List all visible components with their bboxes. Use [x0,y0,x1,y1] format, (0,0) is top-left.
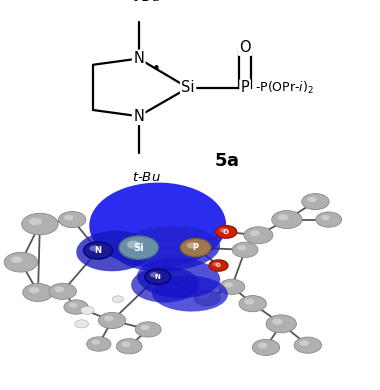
Text: Si: Si [133,243,144,253]
Text: -P(OPr-$i$)$_2$: -P(OPr-$i$)$_2$ [255,80,314,96]
Circle shape [213,262,219,266]
Text: Si: Si [181,80,195,95]
Circle shape [316,212,342,227]
Circle shape [29,218,42,225]
Circle shape [23,284,53,301]
Circle shape [4,252,38,272]
Circle shape [87,337,111,351]
Circle shape [92,340,100,345]
Ellipse shape [131,267,200,303]
Circle shape [238,245,246,251]
Circle shape [294,337,321,353]
Text: P: P [193,243,199,252]
Circle shape [49,283,76,300]
Circle shape [219,279,245,294]
Circle shape [89,245,100,252]
Text: $t$-Bu: $t$-Bu [132,171,161,184]
Circle shape [272,319,283,325]
Circle shape [252,339,280,355]
Circle shape [127,241,141,249]
Circle shape [64,300,88,314]
Circle shape [84,242,112,259]
Text: O: O [223,229,229,235]
Circle shape [29,287,40,293]
Circle shape [119,236,158,259]
Circle shape [104,316,114,321]
Text: •: • [151,62,160,77]
Ellipse shape [137,257,220,298]
Circle shape [266,315,296,333]
Text: O: O [239,39,251,55]
Circle shape [59,211,86,228]
Circle shape [209,260,228,271]
Text: $\mathbf{5a}$: $\mathbf{5a}$ [214,152,239,170]
Text: N: N [133,51,144,66]
Circle shape [299,340,309,346]
Circle shape [258,342,268,348]
Circle shape [69,303,77,308]
Circle shape [302,193,329,210]
Text: P: P [241,80,250,95]
Circle shape [122,342,130,347]
Circle shape [272,211,302,229]
Circle shape [75,320,89,328]
Circle shape [54,287,64,292]
Circle shape [145,269,171,284]
Ellipse shape [152,276,228,312]
Circle shape [278,214,288,220]
Circle shape [22,213,58,235]
Circle shape [187,242,197,248]
Circle shape [135,322,161,337]
Circle shape [244,299,254,305]
Circle shape [200,294,208,299]
Ellipse shape [114,226,220,271]
Circle shape [194,291,220,306]
Circle shape [321,215,330,220]
Circle shape [98,312,126,328]
Circle shape [11,256,22,263]
Circle shape [250,230,260,236]
Circle shape [150,272,159,278]
Circle shape [112,296,124,303]
Circle shape [307,197,317,202]
Circle shape [239,296,266,312]
Circle shape [180,239,211,257]
Circle shape [215,226,237,238]
Circle shape [64,215,74,220]
Text: N: N [95,246,101,255]
Ellipse shape [76,230,152,271]
Circle shape [141,325,149,330]
Text: O: O [216,263,221,268]
Circle shape [244,227,273,244]
Circle shape [232,242,258,257]
Circle shape [81,307,94,314]
Text: N: N [133,109,144,124]
Ellipse shape [89,183,226,268]
Circle shape [116,339,142,354]
Text: $t$-Bu: $t$-Bu [132,0,161,4]
Circle shape [220,228,227,232]
Circle shape [224,282,233,287]
Text: N: N [155,274,161,280]
